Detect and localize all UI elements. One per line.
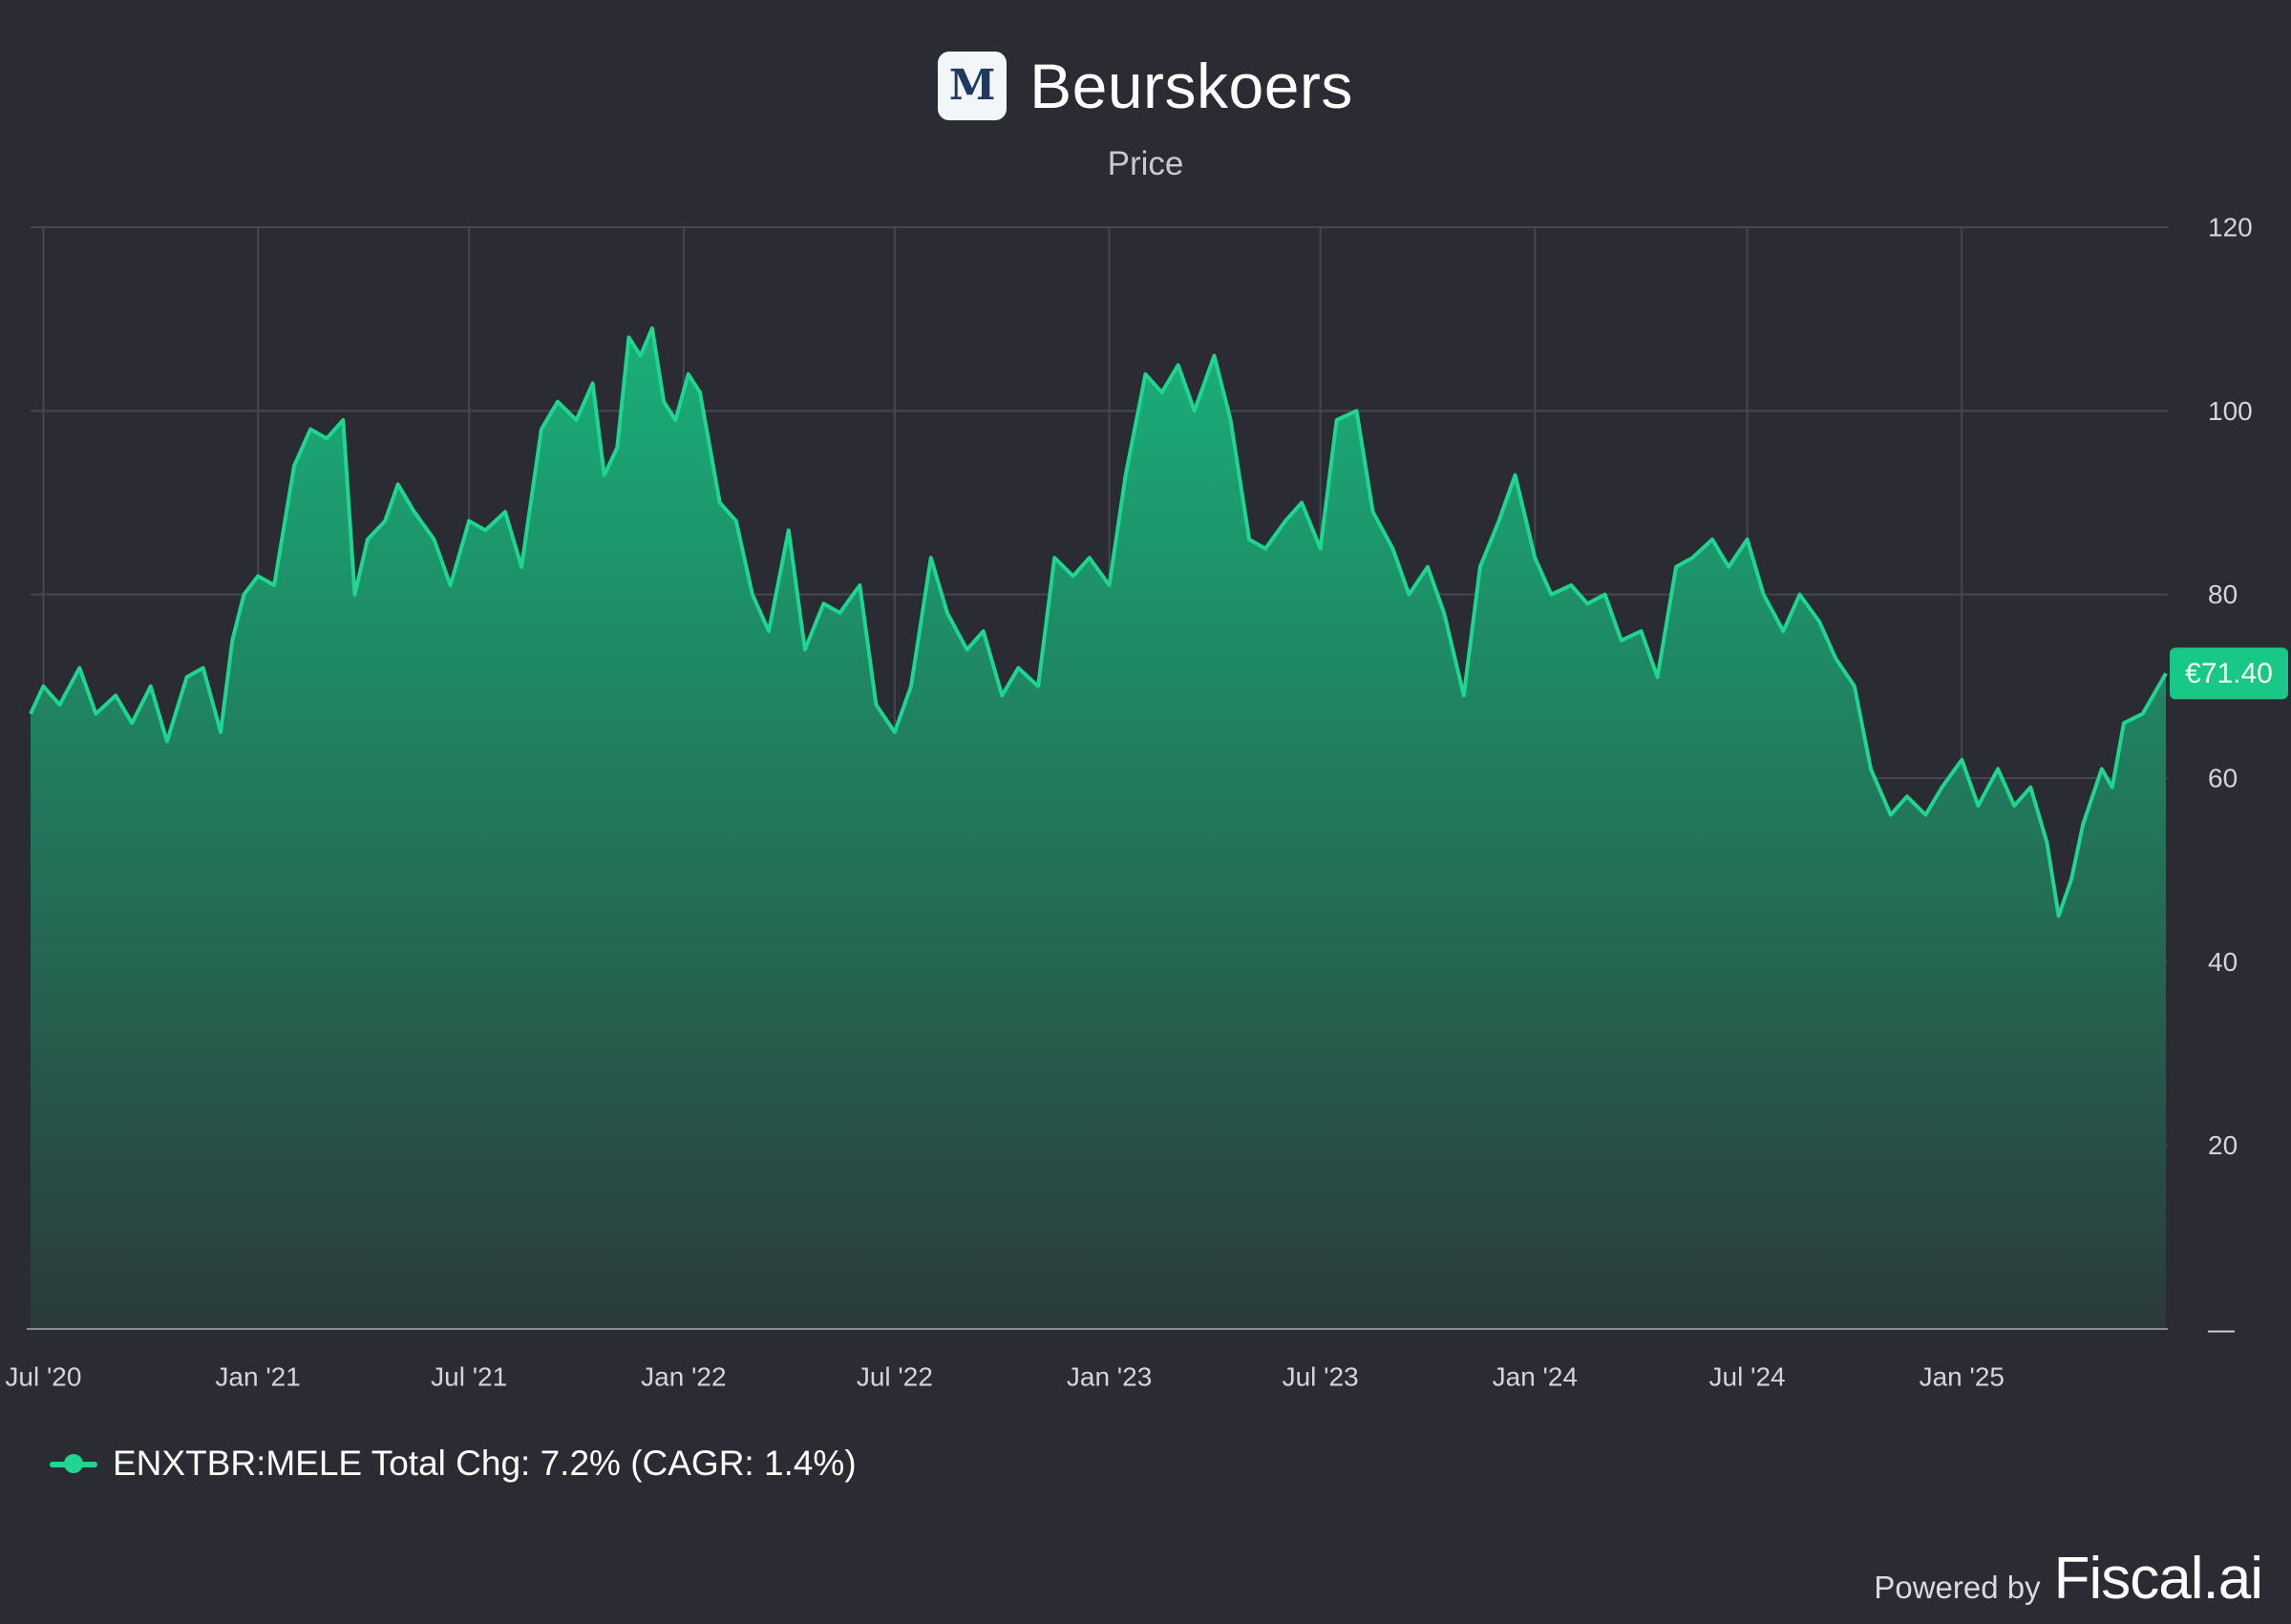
y-tick-label: 120 — [2208, 213, 2253, 243]
last-price-badge: €71.40 — [2170, 647, 2288, 700]
company-logo: M — [938, 52, 1008, 120]
chart-subtitle: Price — [1107, 145, 1184, 182]
y-axis: — 20 40 60 80 100 120 — [2208, 213, 2253, 1344]
legend-series-marker — [50, 1454, 97, 1473]
y-tick-label: 20 — [2208, 1130, 2238, 1160]
x-tick-label: Jan '24 — [1493, 1362, 1578, 1392]
x-tick-label: Jul '23 — [1283, 1362, 1359, 1392]
x-tick-label: Jul '22 — [857, 1362, 933, 1392]
y-tick-label: 60 — [2208, 764, 2238, 793]
chart-legend[interactable]: ENXTBR:MELE Total Chg: 7.2% (CAGR: 1.4%) — [50, 1444, 857, 1484]
chart-header: M Beurskoers — [0, 38, 2291, 134]
x-axis: Jul '20 Jan '21 Jul '21 Jan '22 Jul '22 Jan '… — [5, 1362, 2005, 1392]
price-area — [31, 327, 2166, 1329]
y-tick-label: 100 — [2208, 396, 2253, 426]
x-tick-label: Jan '22 — [641, 1362, 726, 1392]
x-tick-label: Jan '21 — [215, 1362, 300, 1392]
chart-title: Beurskoers — [1029, 51, 1353, 121]
x-tick-label: Jan '25 — [1920, 1362, 2005, 1392]
x-tick-label: Jul '20 — [5, 1362, 81, 1392]
last-price-label: €71.40 — [2185, 658, 2273, 689]
x-tick-label: Jul '24 — [1709, 1362, 1786, 1392]
y-tick-label: 40 — [2208, 947, 2238, 977]
x-tick-label: Jul '21 — [431, 1362, 507, 1392]
y-tick-label: 80 — [2208, 580, 2238, 609]
powered-by-text: Powered by — [1874, 1570, 2041, 1605]
legend-label: ENXTBR:MELE Total Chg: 7.2% (CAGR: 1.4%) — [113, 1444, 857, 1483]
brand-logo: Fiscal.ai — [2053, 1546, 2263, 1612]
price-line — [29, 326, 2168, 918]
powered-by[interactable]: Powered by Fiscal.ai — [1874, 1545, 2263, 1613]
x-tick-label: Jan '23 — [1067, 1362, 1152, 1392]
y-tick-label: — — [2208, 1315, 2235, 1344]
logo-letter: M — [948, 61, 996, 110]
